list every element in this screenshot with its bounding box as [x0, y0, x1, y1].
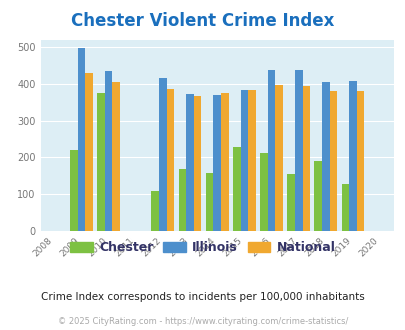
Bar	[232, 147, 240, 231]
Text: Chester Violent Crime Index: Chester Violent Crime Index	[71, 13, 334, 30]
Bar	[275, 85, 282, 231]
Text: Crime Index corresponds to incidents per 100,000 inhabitants: Crime Index corresponds to incidents per…	[41, 292, 364, 302]
Bar	[348, 81, 356, 231]
Bar	[356, 91, 364, 231]
Bar	[97, 93, 104, 231]
Bar	[341, 184, 348, 231]
Bar	[178, 169, 186, 231]
Legend: Chester, Illinois, National: Chester, Illinois, National	[65, 236, 340, 259]
Bar	[260, 153, 267, 231]
Bar	[104, 71, 112, 231]
Bar	[302, 86, 309, 231]
Bar	[213, 95, 220, 231]
Bar	[85, 73, 92, 231]
Bar	[329, 91, 337, 231]
Bar	[77, 48, 85, 231]
Bar	[193, 96, 201, 231]
Bar	[294, 70, 302, 231]
Bar	[186, 94, 193, 231]
Bar	[267, 70, 275, 231]
Bar	[321, 82, 329, 231]
Bar	[151, 190, 159, 231]
Bar	[287, 174, 294, 231]
Bar	[112, 82, 119, 231]
Bar	[205, 173, 213, 231]
Bar	[314, 161, 321, 231]
Bar	[240, 90, 247, 231]
Bar	[159, 78, 166, 231]
Bar	[70, 150, 77, 231]
Bar	[166, 88, 174, 231]
Bar	[220, 93, 228, 231]
Bar	[247, 90, 255, 231]
Text: © 2025 CityRating.com - https://www.cityrating.com/crime-statistics/: © 2025 CityRating.com - https://www.city…	[58, 317, 347, 326]
